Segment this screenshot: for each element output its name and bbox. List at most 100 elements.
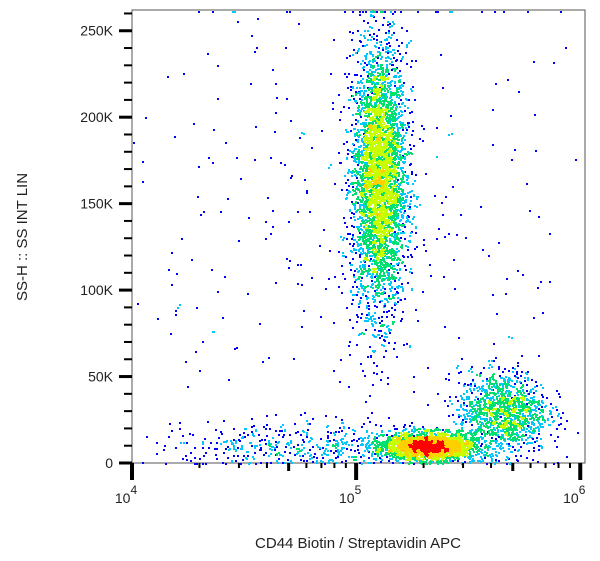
event-point — [406, 129, 408, 131]
event-point — [389, 264, 391, 266]
event-point — [404, 226, 406, 228]
event-point — [407, 220, 409, 222]
event-point — [394, 159, 396, 161]
event-point — [359, 92, 361, 94]
event-point — [352, 114, 354, 116]
event-point — [368, 113, 370, 115]
event-point — [372, 202, 374, 204]
event-point — [368, 180, 370, 182]
event-point — [363, 226, 365, 228]
event-point — [390, 207, 392, 209]
event-point — [391, 255, 393, 257]
event-point — [364, 131, 366, 133]
event-point — [361, 178, 363, 180]
event-point — [355, 139, 357, 141]
event-point — [352, 170, 354, 172]
event-point — [388, 279, 390, 281]
event-point — [383, 339, 385, 341]
event-point — [378, 201, 380, 203]
event-point — [387, 52, 389, 54]
event-point — [398, 262, 400, 264]
event-point — [388, 342, 390, 344]
event-point — [395, 233, 397, 235]
event-point — [355, 123, 357, 125]
event-point — [386, 265, 388, 267]
event-point — [368, 132, 370, 134]
event-point — [374, 71, 376, 73]
event-point — [381, 185, 383, 187]
event-point — [346, 131, 348, 133]
event-point — [389, 63, 391, 65]
event-point — [388, 220, 390, 222]
event-point — [370, 215, 372, 217]
event-point — [376, 306, 378, 308]
event-point — [365, 168, 367, 170]
event-point — [393, 170, 395, 172]
event-point — [370, 238, 372, 240]
event-point — [373, 138, 375, 140]
event-point — [374, 276, 376, 278]
event-point — [352, 234, 354, 236]
event-point — [385, 46, 387, 48]
event-point — [359, 216, 361, 218]
event-point — [391, 175, 393, 177]
event-point — [371, 83, 373, 85]
event-point — [415, 309, 417, 311]
event-point — [379, 337, 381, 339]
event-point — [380, 271, 382, 273]
event-point — [398, 97, 400, 99]
event-point — [389, 51, 391, 53]
event-point — [398, 239, 400, 241]
event-point — [371, 162, 373, 164]
event-point — [351, 212, 353, 214]
event-point — [380, 170, 382, 172]
event-point — [371, 251, 373, 253]
event-point — [373, 318, 375, 320]
event-point — [342, 239, 344, 241]
event-point — [390, 290, 392, 292]
event-point — [367, 94, 369, 96]
event-point — [402, 199, 404, 201]
event-point — [376, 240, 378, 242]
event-point — [405, 245, 407, 247]
event-point — [370, 100, 372, 102]
event-point — [355, 161, 357, 163]
event-point — [401, 146, 403, 148]
event-point — [402, 91, 404, 93]
event-point — [404, 238, 406, 240]
event-point — [378, 170, 380, 172]
event-point — [349, 150, 351, 152]
event-point — [404, 124, 406, 126]
event-point — [380, 157, 382, 159]
event-point — [400, 99, 402, 101]
event-point — [378, 47, 380, 49]
event-point — [360, 80, 362, 82]
event-point — [349, 243, 351, 245]
event-point — [352, 182, 354, 184]
event-point — [345, 129, 347, 131]
event-point — [370, 150, 372, 152]
event-point — [378, 224, 380, 226]
event-point — [387, 128, 389, 130]
event-point — [388, 155, 390, 157]
event-point — [368, 212, 370, 214]
event-point — [361, 201, 363, 203]
event-point — [370, 145, 372, 147]
event-point — [400, 178, 402, 180]
event-point — [404, 105, 406, 107]
event-point — [397, 129, 399, 131]
event-point — [388, 310, 390, 312]
event-point — [353, 213, 355, 215]
event-point — [412, 86, 414, 88]
event-point — [419, 204, 421, 206]
event-point — [387, 69, 389, 71]
event-point — [386, 270, 388, 272]
event-point — [387, 71, 389, 73]
event-point — [387, 301, 389, 303]
event-point — [391, 227, 393, 229]
event-point — [394, 11, 396, 13]
event-point — [379, 121, 381, 123]
event-point — [362, 60, 364, 62]
event-point — [382, 168, 384, 170]
